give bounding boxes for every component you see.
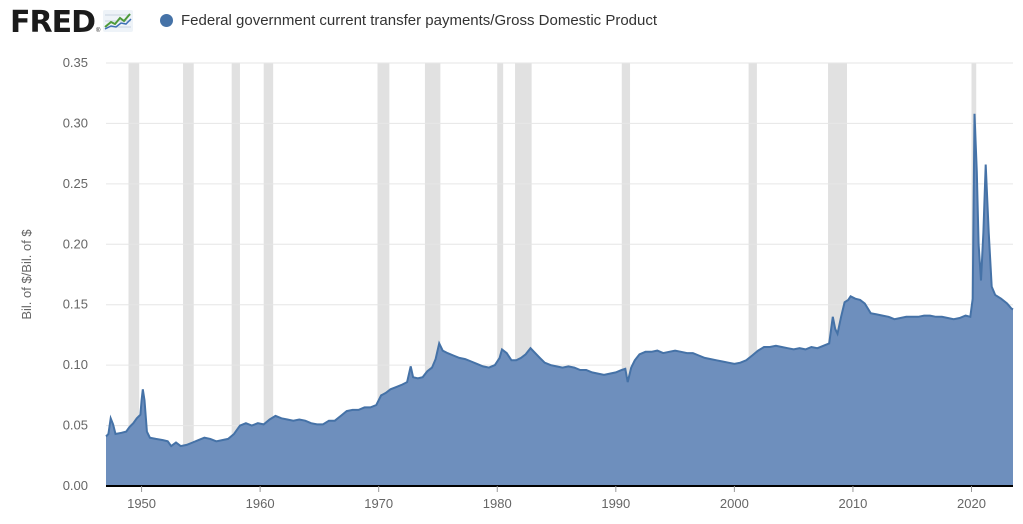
recession-band <box>128 63 140 486</box>
recession-band <box>231 63 240 486</box>
x-tick-label: 1950 <box>127 496 156 511</box>
legend-marker <box>160 14 173 27</box>
line-chart-icon <box>103 9 134 37</box>
y-tick-label: 0.35 <box>63 55 88 70</box>
logo-text: FRED <box>10 5 96 40</box>
x-tick-label: 2000 <box>720 496 749 511</box>
x-tick-label: 1970 <box>364 496 393 511</box>
axis-labels: 0.00 0.05 0.10 0.15 0.20 0.25 0.30 0.35 1950 1960… <box>19 55 986 511</box>
y-tick-label: 0.20 <box>63 236 88 251</box>
y-tick-label: 0.05 <box>63 418 88 433</box>
x-tick-label: 1980 <box>483 496 512 511</box>
y-axis-label: Bil. of $/Bil. of $ <box>19 229 34 320</box>
y-tick-label: 0.25 <box>63 176 88 191</box>
x-tick-label: 1960 <box>246 496 275 511</box>
series-area-fill <box>106 113 1013 487</box>
recession-band <box>621 63 631 486</box>
x-tick-label: 2020 <box>957 496 986 511</box>
recession-band <box>183 63 194 486</box>
y-tick-label: 0.00 <box>63 478 88 493</box>
chart-header: FRED ® Federal government current transf… <box>0 0 1023 46</box>
series-area <box>105 113 1014 487</box>
x-tick-label: 1990 <box>601 496 630 511</box>
x-tick-label: 2010 <box>838 496 867 511</box>
fred-logo[interactable]: FRED ® <box>10 5 134 40</box>
recession-band <box>748 63 757 486</box>
logo-registered-mark: ® <box>96 28 101 34</box>
axes <box>106 485 1013 492</box>
series-line <box>105 113 1014 448</box>
y-tick-label: 0.30 <box>63 115 88 130</box>
y-tick-label: 0.15 <box>63 297 88 312</box>
recession-band <box>263 63 274 486</box>
recession-band <box>377 63 390 486</box>
recession-band <box>497 63 504 486</box>
legend-series-name: Federal government current transfer paym… <box>181 12 658 29</box>
chart-legend[interactable]: Federal government current transfer paym… <box>160 12 657 29</box>
y-tick-label: 0.10 <box>63 357 88 372</box>
